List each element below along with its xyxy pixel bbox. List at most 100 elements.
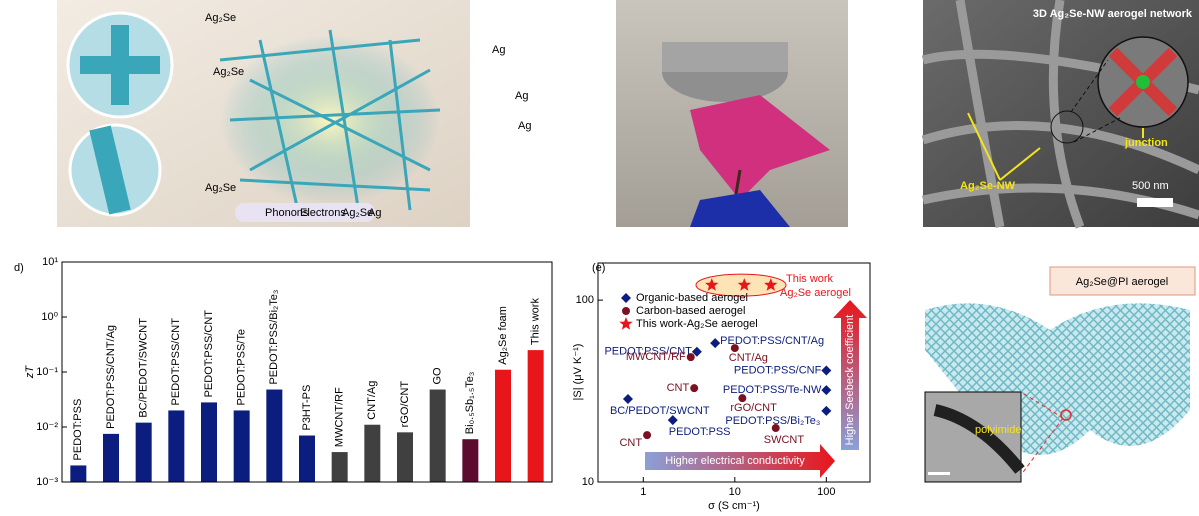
x-tick-label: 10	[729, 486, 741, 498]
legend-item: Ag	[368, 207, 381, 219]
legend-item: Electrons	[300, 207, 346, 219]
bar-label: PEDOT:PSS/Bi₂Te₃	[268, 290, 280, 385]
point	[771, 424, 780, 433]
zoom-marker	[1060, 409, 1072, 421]
point-label: PEDOT:PSS/Bi₂Te₃	[725, 415, 820, 427]
annotation: Higher electrical conductivity	[665, 455, 805, 467]
bar-label: BC/PEDOT/SWCNT	[138, 318, 150, 418]
panel-texts: Ag₂Se Ag₂Se Ag₂Se Ag Ag Ag Phonons Elect…	[205, 8, 1193, 436]
legend-label: Carbon-based aerogel	[636, 305, 745, 317]
arrow	[833, 300, 867, 450]
bar	[168, 410, 185, 482]
plot-frame	[61, 261, 553, 483]
panel-label: d)	[14, 262, 24, 274]
panel-a	[57, 0, 470, 227]
glove	[690, 190, 790, 227]
annotation: Higher Seebeck coefficient	[844, 315, 856, 446]
annotation: This work	[786, 273, 834, 285]
bar-label: P3HT-PS	[301, 385, 313, 431]
point	[622, 393, 633, 404]
bar-label: PEDOT:PSS	[72, 399, 84, 461]
legend-item: Ag₂Se	[342, 207, 373, 219]
point	[690, 384, 699, 393]
bar	[135, 422, 152, 482]
point	[821, 385, 832, 396]
point-label: MWCNT/RF	[626, 351, 686, 363]
panel-c	[921, 0, 1199, 229]
bar	[201, 402, 217, 482]
point	[691, 346, 702, 357]
junction-circle	[1050, 110, 1084, 144]
point-label: PEDOT:PSS	[669, 426, 731, 438]
bar-label: PEDOT:PSS/CNT	[170, 318, 182, 406]
junction-label: junction	[1124, 137, 1168, 149]
point	[737, 278, 751, 291]
point-label: rGO/CNT	[730, 402, 777, 414]
junction-dot	[1136, 75, 1150, 89]
flower	[690, 95, 830, 200]
annotation: Ag₂Se aerogel	[780, 287, 851, 299]
bar	[364, 424, 381, 482]
sem-title: 3D Ag₂Se-NW aerogel network	[1033, 8, 1193, 20]
y-tick-label: 10⁰	[41, 311, 58, 323]
point	[667, 415, 678, 426]
label: Ag₂Se	[205, 12, 236, 24]
nanowires	[921, 0, 1199, 229]
bar-label: CNT/Ag	[366, 381, 378, 420]
point-label: SWCNT	[764, 434, 805, 446]
bar-label: PEDOT:PSS/Te	[236, 329, 248, 405]
inset-label: polyimide	[975, 424, 1021, 436]
point	[764, 278, 778, 291]
bar	[429, 389, 446, 482]
y-tick-label: 10¹	[42, 256, 58, 268]
panel-f	[923, 262, 1199, 516]
x-tick-label: 100	[817, 486, 835, 498]
nanowires	[219, 29, 441, 221]
plot-frame	[597, 262, 871, 483]
bar	[527, 350, 544, 482]
bar	[495, 369, 511, 482]
fiber	[933, 404, 1025, 474]
legend-marker	[621, 293, 631, 303]
x-tick-label: 1	[640, 486, 646, 498]
bar-label: GO	[432, 367, 444, 385]
legend-item: Phonons	[265, 207, 309, 219]
bar-label: Bi₀.₅Sb₁.₅Te₃	[464, 372, 476, 435]
bar-label: PEDOT:PSS/CNT	[203, 310, 215, 398]
bar	[103, 433, 119, 482]
label: Ag₂Se	[205, 182, 236, 194]
point-label: CNT	[619, 437, 642, 449]
point	[738, 394, 747, 403]
bar	[331, 452, 348, 482]
bar-label: Ag₂Se foam	[497, 306, 509, 365]
point	[821, 365, 832, 376]
point	[686, 353, 695, 362]
inset-scale	[928, 472, 950, 475]
nw-label: Ag₂Se-NW	[960, 180, 1016, 192]
bar	[233, 410, 250, 482]
y-tick-label: 10⁻¹	[36, 366, 58, 378]
label: Ag	[518, 120, 531, 132]
panel-b	[616, 0, 848, 227]
point	[705, 278, 719, 291]
label: Ag₂Se	[213, 66, 244, 78]
point-label: CNT	[667, 382, 690, 394]
title-box	[1049, 266, 1196, 296]
point	[821, 405, 832, 416]
bar-label: rGO/CNT	[399, 381, 411, 428]
y-axis-label: |S| (μV K⁻¹)	[572, 344, 584, 401]
x-axis-label: σ (S cm⁻¹)	[708, 500, 760, 512]
legend-label: Organic-based aerogel	[636, 292, 748, 304]
label: Ag	[492, 44, 505, 56]
y-tick-label: 10⁻²	[36, 421, 58, 433]
y-tick-label: 10	[582, 476, 594, 488]
panel-title: Ag₂Se@PI aerogel	[1076, 276, 1169, 288]
scale-bar	[1137, 198, 1173, 207]
point-label: BC/PEDOT/SWCNT	[610, 405, 710, 417]
scale-label: 500 nm	[1132, 180, 1169, 192]
label: Ag	[515, 90, 528, 102]
point-label: PEDOT:PSS/CNF	[734, 364, 822, 376]
legend-marker	[622, 307, 630, 315]
